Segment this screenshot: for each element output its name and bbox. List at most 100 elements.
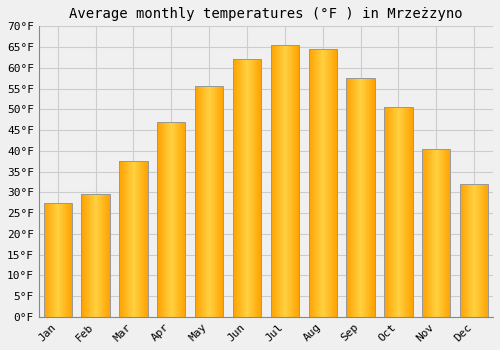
- Bar: [368, 78, 369, 317]
- Bar: [221, 86, 222, 317]
- Bar: [326, 49, 328, 317]
- Bar: [470, 184, 472, 317]
- Bar: [217, 86, 218, 317]
- Bar: [204, 86, 205, 317]
- Bar: [439, 149, 440, 317]
- Bar: [385, 107, 386, 317]
- Bar: [157, 122, 158, 317]
- Bar: [123, 161, 124, 317]
- Bar: [212, 86, 213, 317]
- Bar: [45, 203, 46, 317]
- Bar: [282, 45, 283, 317]
- Bar: [386, 107, 387, 317]
- Bar: [369, 78, 370, 317]
- Bar: [201, 86, 202, 317]
- Bar: [105, 194, 106, 317]
- Bar: [64, 203, 65, 317]
- Bar: [433, 149, 434, 317]
- Bar: [428, 149, 429, 317]
- Bar: [142, 161, 143, 317]
- Bar: [164, 122, 165, 317]
- Bar: [253, 60, 254, 317]
- Bar: [312, 49, 313, 317]
- Bar: [126, 161, 127, 317]
- Bar: [404, 107, 405, 317]
- Bar: [210, 86, 211, 317]
- Bar: [94, 194, 95, 317]
- Bar: [195, 86, 224, 317]
- Bar: [178, 122, 179, 317]
- Bar: [284, 45, 285, 317]
- Bar: [160, 122, 161, 317]
- Bar: [402, 107, 403, 317]
- Bar: [259, 60, 260, 317]
- Bar: [215, 86, 216, 317]
- Bar: [430, 149, 431, 317]
- Bar: [277, 45, 278, 317]
- Bar: [313, 49, 314, 317]
- Bar: [311, 49, 312, 317]
- Bar: [270, 45, 271, 317]
- Bar: [55, 203, 56, 317]
- Bar: [411, 107, 412, 317]
- Bar: [352, 78, 353, 317]
- Bar: [119, 161, 148, 317]
- Bar: [441, 149, 442, 317]
- Bar: [463, 184, 464, 317]
- Bar: [332, 49, 333, 317]
- Bar: [358, 78, 359, 317]
- Bar: [274, 45, 275, 317]
- Bar: [165, 122, 166, 317]
- Bar: [351, 78, 352, 317]
- Bar: [371, 78, 372, 317]
- Bar: [392, 107, 394, 317]
- Bar: [52, 203, 53, 317]
- Bar: [58, 203, 59, 317]
- Bar: [54, 203, 55, 317]
- Bar: [136, 161, 137, 317]
- Bar: [346, 78, 347, 317]
- Bar: [260, 60, 261, 317]
- Bar: [280, 45, 281, 317]
- Bar: [122, 161, 123, 317]
- Bar: [211, 86, 212, 317]
- Bar: [158, 122, 159, 317]
- Bar: [436, 149, 437, 317]
- Bar: [317, 49, 318, 317]
- Bar: [65, 203, 66, 317]
- Bar: [408, 107, 409, 317]
- Bar: [106, 194, 107, 317]
- Bar: [438, 149, 439, 317]
- Bar: [426, 149, 427, 317]
- Bar: [309, 49, 310, 317]
- Bar: [121, 161, 122, 317]
- Bar: [410, 107, 411, 317]
- Bar: [449, 149, 450, 317]
- Bar: [132, 161, 133, 317]
- Bar: [53, 203, 54, 317]
- Bar: [308, 49, 309, 317]
- Bar: [429, 149, 430, 317]
- Bar: [384, 107, 412, 317]
- Bar: [143, 161, 144, 317]
- Bar: [425, 149, 426, 317]
- Bar: [104, 194, 105, 317]
- Bar: [477, 184, 478, 317]
- Bar: [389, 107, 390, 317]
- Bar: [423, 149, 424, 317]
- Bar: [179, 122, 180, 317]
- Bar: [96, 194, 98, 317]
- Bar: [279, 45, 280, 317]
- Bar: [138, 161, 139, 317]
- Bar: [308, 49, 337, 317]
- Bar: [99, 194, 100, 317]
- Bar: [61, 203, 62, 317]
- Bar: [310, 49, 311, 317]
- Bar: [349, 78, 350, 317]
- Bar: [334, 49, 335, 317]
- Bar: [163, 122, 164, 317]
- Bar: [357, 78, 358, 317]
- Bar: [427, 149, 428, 317]
- Bar: [220, 86, 221, 317]
- Bar: [129, 161, 130, 317]
